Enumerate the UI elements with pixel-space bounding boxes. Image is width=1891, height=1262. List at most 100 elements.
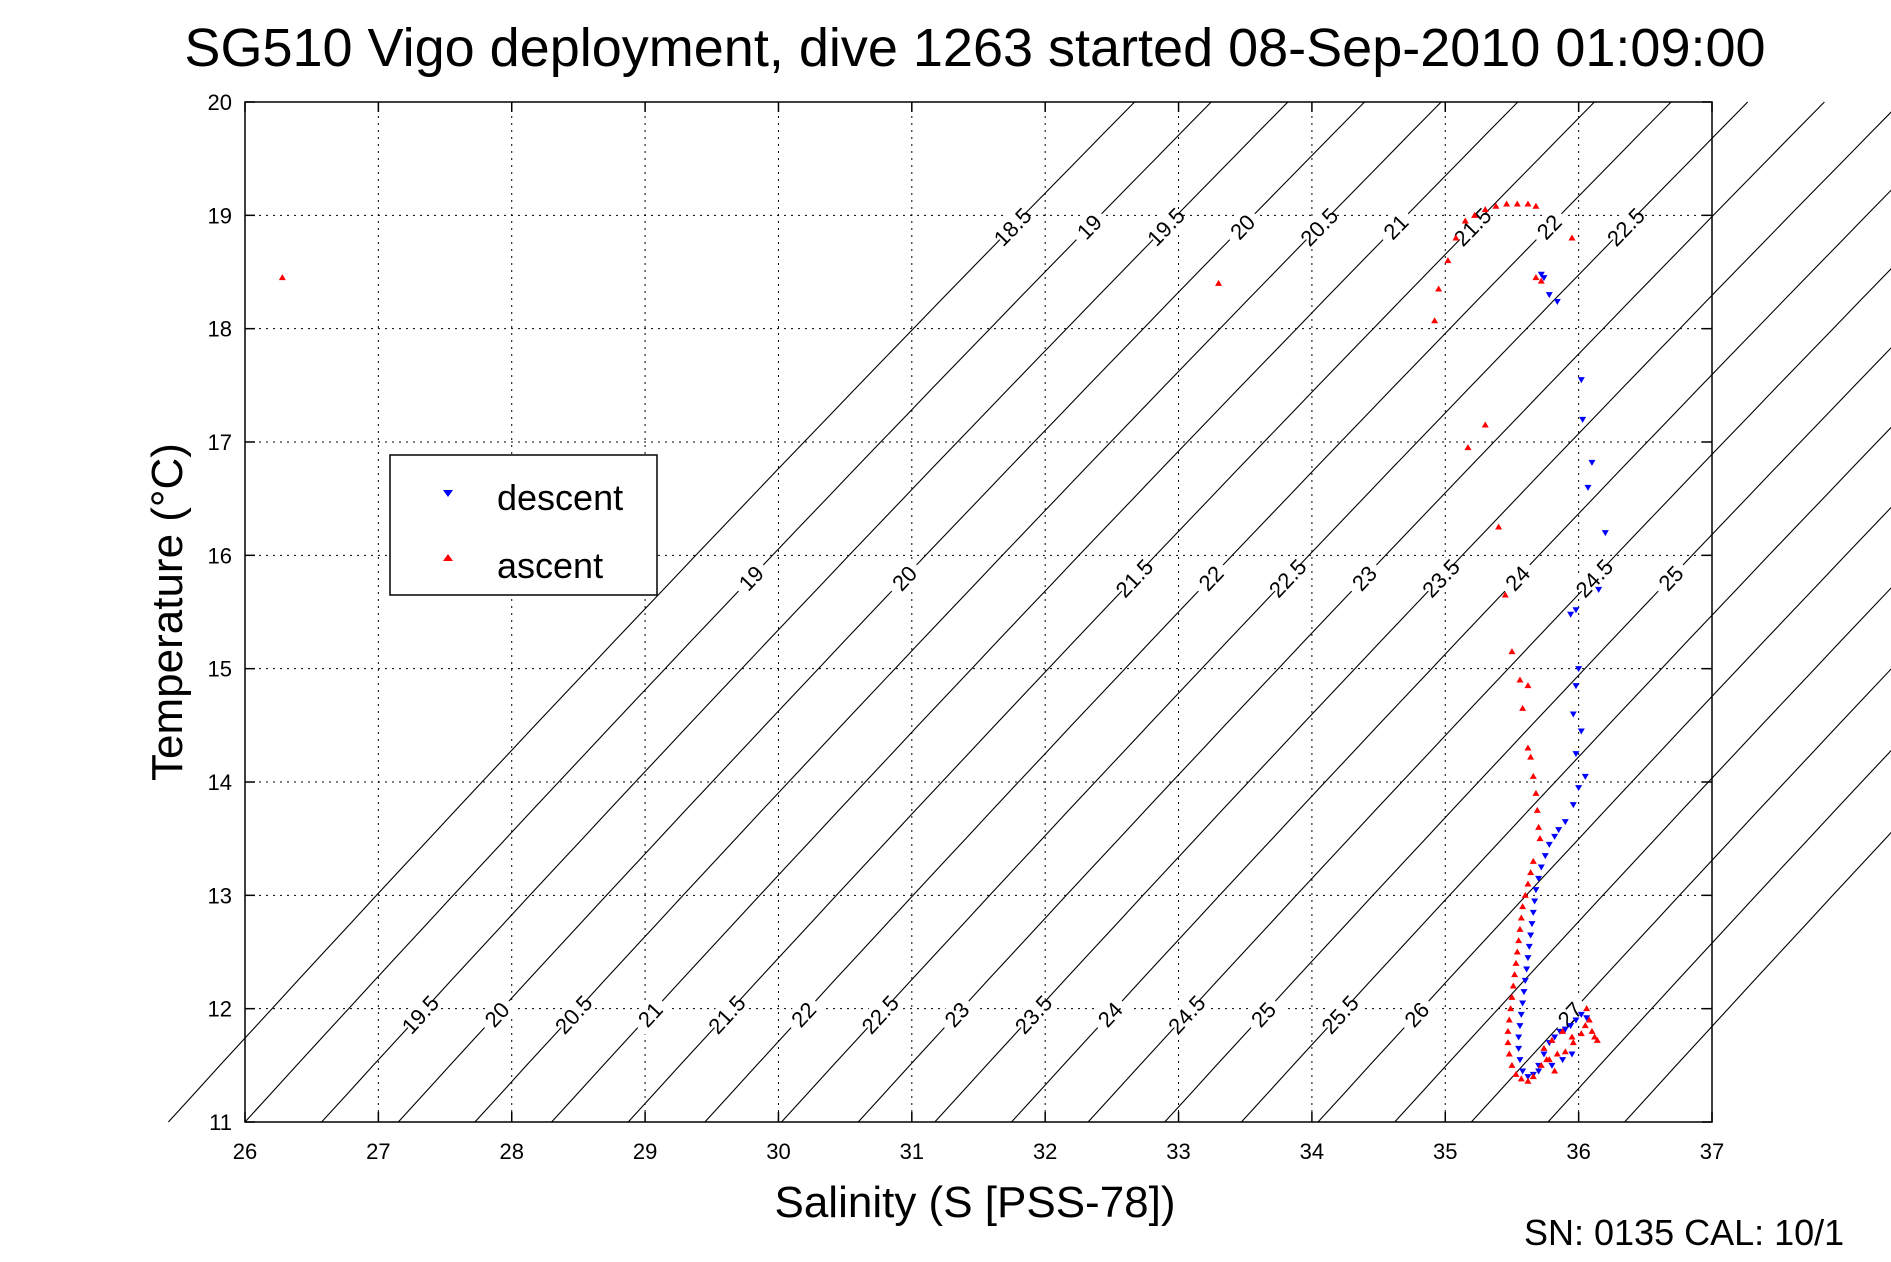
ascent-point [1533, 806, 1541, 813]
descent-point [1545, 292, 1553, 299]
descent-point [1520, 989, 1528, 996]
ascent-point [1543, 1056, 1551, 1063]
ascent-point [1532, 789, 1540, 796]
x-tick-label: 36 [1566, 1139, 1590, 1164]
ascent-point [1508, 1061, 1516, 1068]
descent-point [1516, 1023, 1524, 1030]
isopycnal-label-bg [1451, 205, 1494, 248]
isopycnal-label-bg [1266, 556, 1309, 600]
ascent-point [1508, 648, 1516, 655]
isopycnal-line [1394, 587, 1891, 1123]
ascent-point [1529, 772, 1537, 779]
descent-point [1548, 1062, 1556, 1069]
ascent-point [1536, 835, 1544, 842]
descent-point [1523, 966, 1531, 973]
isopycnal-label-bg [782, 992, 825, 1036]
ascent-point [1435, 285, 1443, 292]
descent-point [1551, 833, 1559, 840]
ascent-point [1537, 1061, 1545, 1068]
isopycnal-label-bg [991, 205, 1034, 248]
y-tick-label: 16 [208, 543, 232, 568]
descent-point [1527, 932, 1535, 939]
descent-point [1553, 298, 1561, 305]
isopycnal-line [1317, 506, 1891, 1123]
descent-point [1531, 898, 1539, 905]
ascent-point [1593, 1036, 1601, 1043]
ascent-point [1521, 891, 1529, 898]
isopycnal-label-bg [883, 556, 926, 600]
ascent-point [1513, 948, 1521, 955]
ascent-point [1464, 444, 1472, 451]
x-tick-label: 31 [900, 1139, 924, 1164]
y-tick-label: 19 [208, 203, 232, 228]
y-tick-label: 17 [208, 430, 232, 455]
descent-point [1572, 607, 1580, 614]
descent-point [1545, 841, 1553, 848]
ascent-point [1519, 704, 1527, 711]
y-tick-label: 13 [208, 883, 232, 908]
descent-point [1567, 1023, 1575, 1030]
descent-point [1577, 377, 1585, 384]
ascent-point [1503, 200, 1511, 207]
isopycnal-label-bg [1297, 205, 1341, 248]
isopycnal-label-bg [1221, 205, 1264, 248]
descent-point [1567, 611, 1575, 618]
ascent-point [1519, 903, 1527, 910]
isopycnal-line [1011, 189, 1891, 1123]
ascent-point [1551, 1067, 1559, 1074]
ascent-point [1548, 1036, 1556, 1043]
descent-point [1577, 1011, 1585, 1018]
x-tick-label: 26 [233, 1139, 257, 1164]
descent-point [1579, 416, 1587, 423]
isopycnal-label-bg [475, 992, 518, 1036]
descent-point [1588, 459, 1596, 466]
ascent-point [1504, 1027, 1512, 1034]
isopycnal-label-bg [729, 556, 772, 600]
isopycnal-label-bg [1649, 556, 1692, 600]
descent-point [1572, 1017, 1580, 1024]
descent-point [1519, 1000, 1527, 1007]
ascent-point [1577, 1030, 1585, 1037]
ascent-point [1591, 1033, 1599, 1040]
isopycnal-line [551, 101, 1519, 1123]
ascent-point [1512, 959, 1520, 966]
isopycnal-line [934, 111, 1891, 1123]
ascent-point [1517, 1075, 1525, 1082]
ascent-point [1509, 982, 1517, 989]
ascent-point [1512, 1070, 1520, 1077]
ascent-point [1508, 993, 1516, 1000]
isopycnal-label-bg [1374, 205, 1417, 248]
x-tick-label: 30 [766, 1139, 790, 1164]
ascent-point [1532, 274, 1540, 281]
ascent-point [1527, 753, 1535, 760]
chart-title: SG510 Vigo deployment, dive 1263 started… [184, 18, 1765, 78]
ascent-point [1568, 1033, 1576, 1040]
descent-point [1559, 1057, 1567, 1064]
isopycnal-label-bg [935, 992, 978, 1036]
ascent-point [1588, 1027, 1596, 1034]
ascent-point [1535, 823, 1543, 830]
descent-point [1601, 530, 1609, 537]
legend-descent-label: descent [497, 477, 623, 518]
descent-point [1575, 666, 1583, 673]
isopycnal-label-bg [1165, 992, 1208, 1036]
legend: descent ascent [389, 454, 658, 596]
ascent-point [1529, 857, 1537, 864]
x-tick-label: 27 [366, 1139, 390, 1164]
descent-point [1524, 1074, 1532, 1081]
descent-point [1524, 955, 1532, 962]
isopycnal-label-bg [1604, 205, 1647, 248]
isopycnal-label-bg [1088, 992, 1131, 1036]
ascent-point [1495, 523, 1503, 530]
x-tick-label: 29 [633, 1139, 657, 1164]
ascent-point [1561, 1048, 1569, 1055]
ascent-point [1511, 971, 1519, 978]
descent-point [1583, 1015, 1591, 1022]
descent-point [1595, 586, 1603, 593]
ascent-point [1527, 869, 1535, 876]
ascent-point [1513, 200, 1521, 207]
ascent-point [1524, 200, 1532, 207]
y-tick-label: 14 [208, 770, 232, 795]
isopycnal-label-bg [1144, 205, 1187, 248]
